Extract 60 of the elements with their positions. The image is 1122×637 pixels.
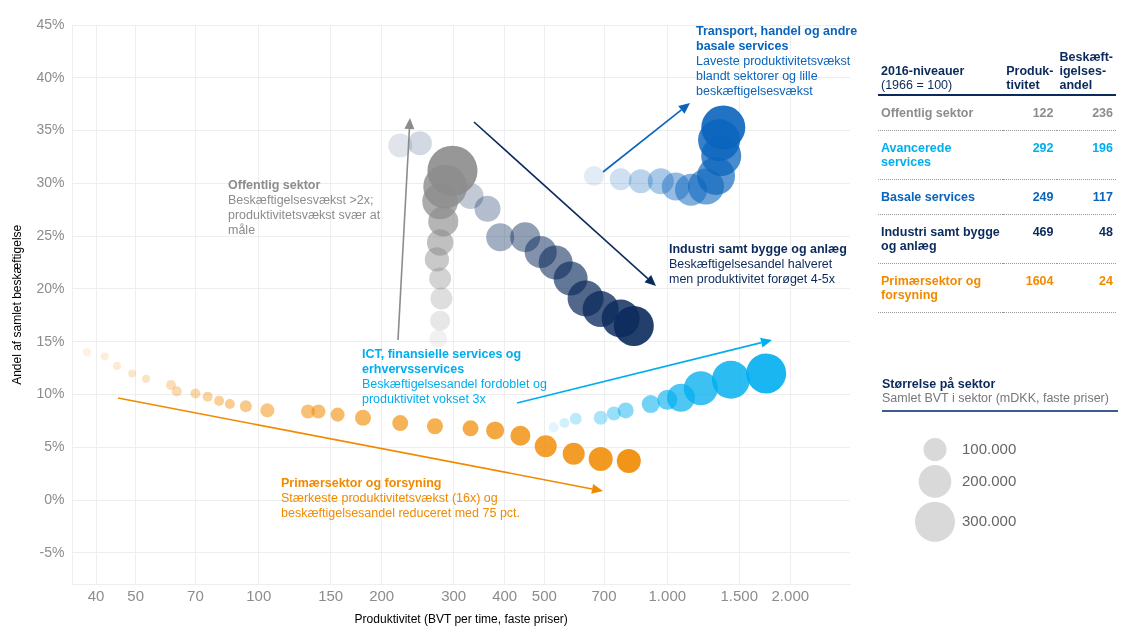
category-label: Basale services [878, 179, 1004, 215]
annotation: Beskæftigelsesandel fordoblet og produktivitet vokset 3x [362, 377, 547, 406]
text: Beskæft- igelses- andel [1056, 48, 1116, 95]
legend-label: 200.000 [962, 471, 1017, 489]
data-label: 117 [1056, 179, 1116, 215]
data-label: 196 [1056, 130, 1116, 180]
x-tick-label: 100 [246, 586, 272, 604]
y-tick-label: 40% [36, 68, 65, 85]
data-label: 249 [1003, 179, 1057, 215]
x-tick-label: 70 [187, 586, 204, 604]
annotation: Laveste produktivitetsvækst blandt sektorer og lille beskæftigelsesvækst [696, 54, 851, 98]
category-label: Offentlig sektor [878, 95, 1004, 131]
x-tick-label: 400 [492, 586, 518, 604]
data-label: 292 [1003, 130, 1057, 180]
x-tick-label: 500 [531, 586, 557, 604]
annotation: Stærkeste produktivitetsvækst (16x) og beskæftigelsesandel reduceret med 75 pct. [281, 491, 521, 520]
y-tick-label: -5% [39, 543, 65, 560]
category-label: Primærsektor og forsyning [878, 263, 1004, 313]
data-label: 469 [1003, 214, 1057, 264]
text: (1966 = 100) [881, 78, 954, 92]
y-axis-title: Andel af samlet beskæftigelse [9, 224, 24, 385]
y-tick-label: 0% [44, 491, 65, 507]
y-tick-label: 25% [36, 227, 65, 244]
x-tick-label: 200 [369, 586, 395, 604]
annotation: Beskæftigelsesandel halveret men produktivitet forøget 4-5x [669, 257, 836, 286]
text: Samlet BVT i sektor (mDKK, faste priser) [882, 391, 1110, 405]
x-tick-label: 700 [591, 586, 617, 604]
x-tick-label: 1.500 [720, 586, 759, 604]
annotation: Beskæftigelsesvækst >2x; produktivitetsvækst svær at måle [228, 193, 381, 237]
text: Industri samt bygge og anlæg [669, 242, 848, 257]
data-label: 1604 [1003, 263, 1057, 313]
legend-label: 300.000 [962, 511, 1017, 529]
data-label: 122 [1003, 95, 1057, 131]
y-tick-label: 30% [36, 174, 65, 191]
category-label: Industri samt bygge og anlæg [878, 214, 1004, 264]
data-label: 48 [1056, 214, 1116, 264]
y-tick-label: 10% [36, 385, 65, 402]
y-tick-label: 45% [36, 15, 65, 32]
y-tick-label: 15% [36, 332, 65, 349]
x-tick-label: 300 [441, 586, 467, 604]
text: ICT, finansielle services og erhvervsservices [362, 347, 523, 377]
text: Offentlig sektor [228, 178, 322, 193]
x-axis-title: Produktivitet (BVT per time, faste priser) [354, 612, 568, 627]
legend-title: Størrelse på sektor [882, 377, 997, 391]
data-label: 24 [1056, 263, 1116, 313]
x-tick-label: 2.000 [771, 586, 810, 604]
data-label: 236 [1056, 95, 1116, 131]
text: Produk- tivitet [1003, 48, 1057, 95]
y-tick-label: 5% [44, 438, 65, 455]
category-label: Avancerede services [878, 130, 1004, 180]
x-tick-label: 50 [127, 586, 145, 604]
x-tick-label: 150 [318, 586, 344, 604]
text: Transport, handel og andre basale services [696, 24, 859, 54]
y-tick-label: 35% [36, 121, 65, 138]
text: Primærsektor og forsyning [281, 476, 443, 491]
legend-label: 100.000 [962, 439, 1017, 457]
x-tick-label: 1.000 [648, 586, 687, 604]
text: 2016-niveauer [881, 64, 966, 78]
y-tick-label: 20% [36, 279, 65, 296]
x-tick-label: 40 [87, 586, 105, 604]
